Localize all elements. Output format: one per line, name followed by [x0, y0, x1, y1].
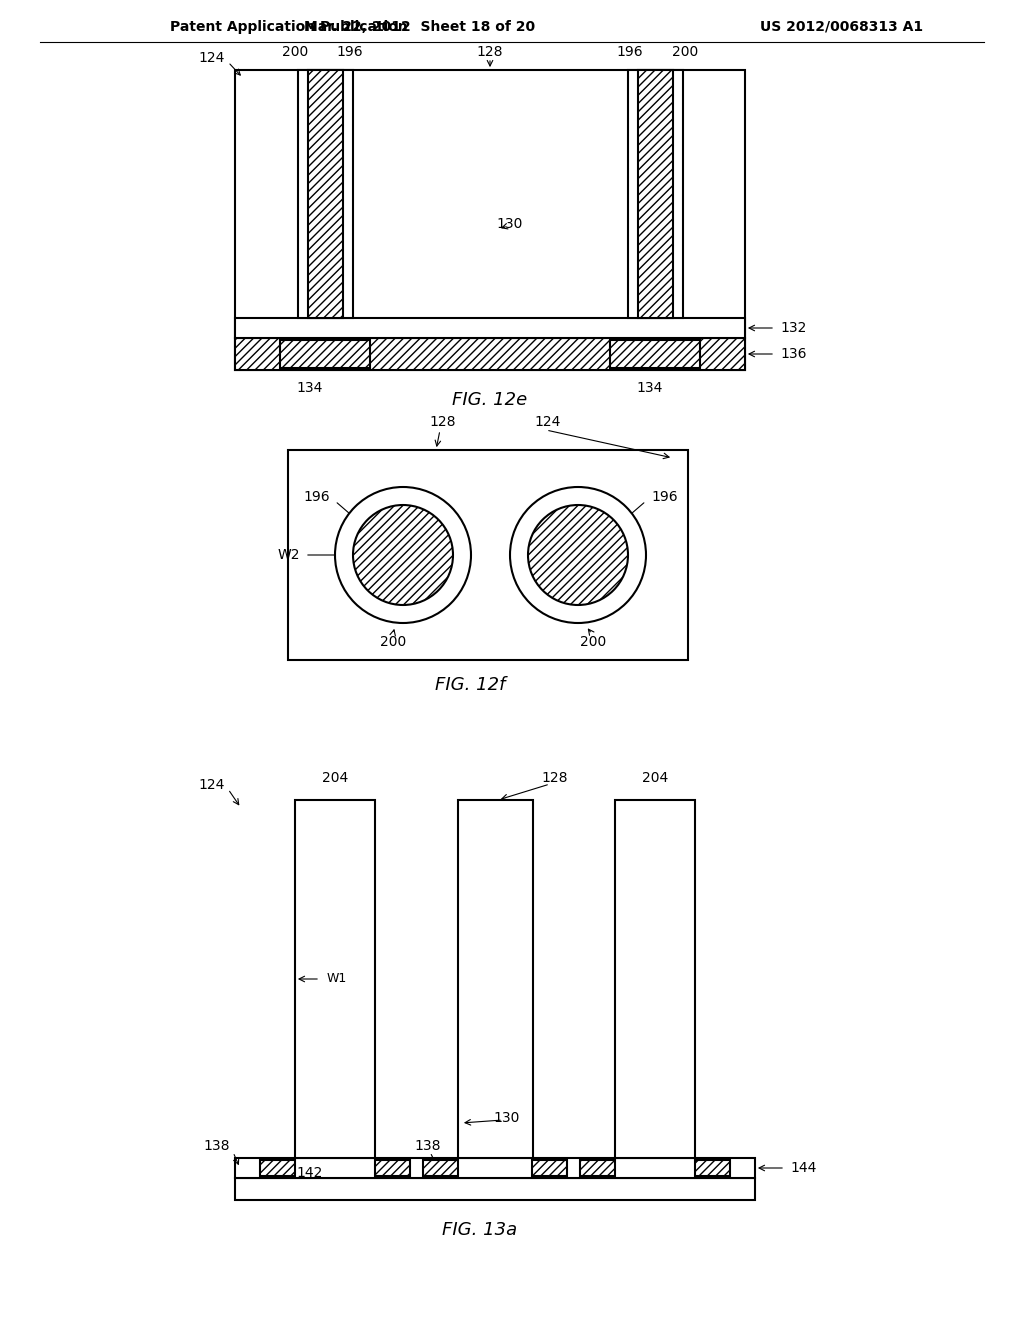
- Text: 196: 196: [616, 45, 643, 59]
- Text: FIG. 13a: FIG. 13a: [442, 1221, 517, 1239]
- Bar: [234, 1177, 755, 1200]
- Bar: [532, 1160, 567, 1176]
- Bar: [295, 800, 375, 1158]
- Text: FIG. 12f: FIG. 12f: [435, 676, 505, 694]
- Text: 200: 200: [580, 635, 606, 649]
- Text: 196: 196: [337, 45, 364, 59]
- Text: 134: 134: [297, 381, 324, 395]
- Text: 204: 204: [322, 771, 348, 785]
- Text: 124: 124: [199, 777, 225, 792]
- Text: 124: 124: [535, 414, 561, 429]
- Text: 200: 200: [672, 45, 698, 59]
- Text: W1: W1: [327, 973, 347, 986]
- Bar: [638, 70, 673, 318]
- Circle shape: [353, 506, 453, 605]
- Bar: [234, 1158, 755, 1177]
- Text: 130: 130: [497, 216, 523, 231]
- Text: 128: 128: [542, 771, 568, 785]
- Bar: [298, 70, 353, 318]
- Bar: [234, 70, 745, 370]
- Bar: [234, 338, 745, 370]
- Text: 142: 142: [430, 1166, 456, 1180]
- Text: 204: 204: [642, 771, 668, 785]
- Text: 200: 200: [282, 45, 308, 59]
- Bar: [234, 318, 745, 338]
- Text: 142: 142: [297, 1166, 324, 1180]
- Text: 138: 138: [204, 1139, 230, 1152]
- Text: 144: 144: [790, 1162, 816, 1175]
- Circle shape: [510, 487, 646, 623]
- Text: 128: 128: [430, 414, 457, 429]
- Text: Patent Application Publication: Patent Application Publication: [170, 20, 408, 34]
- Bar: [375, 1160, 410, 1176]
- Text: 136: 136: [780, 347, 807, 360]
- Text: 196: 196: [651, 490, 678, 504]
- Bar: [628, 70, 683, 318]
- Text: 138: 138: [415, 1139, 441, 1152]
- Bar: [423, 1160, 458, 1176]
- Text: FIG. 12e: FIG. 12e: [453, 391, 527, 409]
- Text: 124: 124: [199, 51, 225, 65]
- Bar: [280, 341, 370, 368]
- Bar: [695, 1160, 730, 1176]
- Bar: [580, 1160, 615, 1176]
- Text: 128: 128: [477, 45, 503, 59]
- Bar: [610, 341, 700, 368]
- Text: 132: 132: [780, 321, 806, 335]
- Circle shape: [528, 506, 628, 605]
- Text: 196: 196: [303, 490, 330, 504]
- Bar: [308, 70, 343, 318]
- Text: 134: 134: [637, 381, 664, 395]
- Text: 200: 200: [380, 635, 407, 649]
- Bar: [615, 800, 695, 1158]
- Circle shape: [335, 487, 471, 623]
- Text: Mar. 22, 2012  Sheet 18 of 20: Mar. 22, 2012 Sheet 18 of 20: [304, 20, 536, 34]
- Bar: [458, 800, 534, 1158]
- Text: US 2012/0068313 A1: US 2012/0068313 A1: [760, 20, 923, 34]
- Text: W2: W2: [278, 548, 300, 562]
- Text: 130: 130: [494, 1111, 520, 1125]
- Bar: [288, 450, 688, 660]
- Bar: [260, 1160, 295, 1176]
